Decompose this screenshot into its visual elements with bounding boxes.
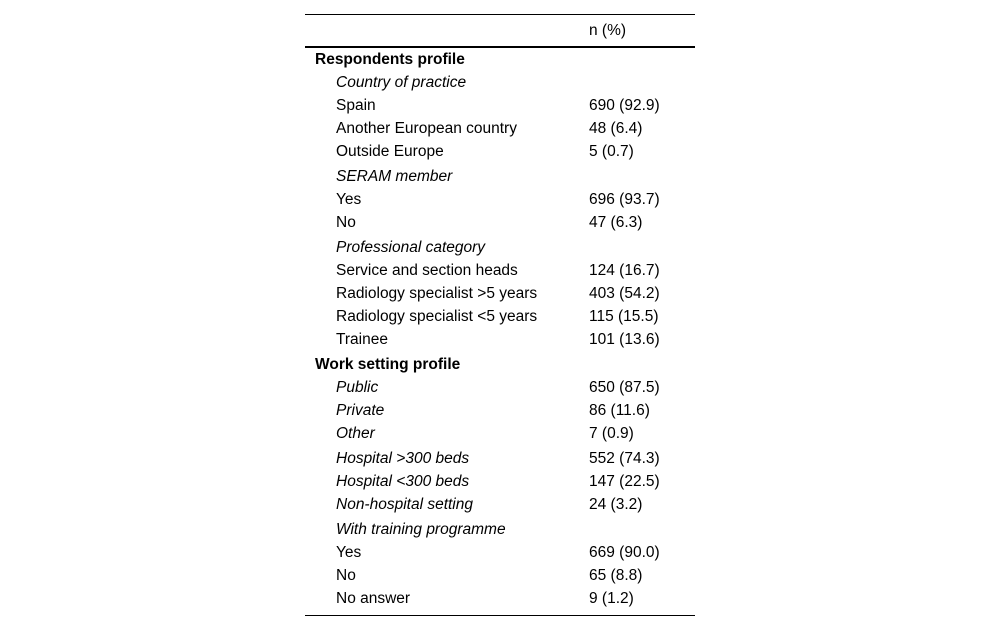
table-row: Trainee 101 (13.6) bbox=[305, 328, 695, 351]
row-value: 552 (74.3) bbox=[589, 450, 660, 467]
row-value: 9 (1.2) bbox=[589, 590, 634, 607]
value-column-header: n (%) bbox=[589, 22, 627, 39]
table-row: With training programme bbox=[305, 518, 695, 541]
table-row: Outside Europe 5 (0.7) bbox=[305, 140, 695, 163]
table-row: Private 86 (11.6) bbox=[305, 399, 695, 422]
row-label: Yes bbox=[336, 544, 362, 561]
row-value: 650 (87.5) bbox=[589, 379, 660, 396]
row-label: Public bbox=[336, 379, 379, 396]
row-label: No bbox=[336, 214, 356, 231]
table-row: Non-hospital setting 24 (3.2) bbox=[305, 493, 695, 516]
row-label: Radiology specialist <5 years bbox=[336, 308, 538, 325]
row-value: 669 (90.0) bbox=[589, 544, 660, 561]
row-value: 24 (3.2) bbox=[589, 496, 643, 513]
table-body: Respondents profile Country of practice Sp… bbox=[305, 48, 695, 610]
row-label: Private bbox=[336, 402, 385, 419]
row-label: Trainee bbox=[336, 331, 388, 348]
row-label: SERAM member bbox=[336, 168, 453, 185]
row-label: Work setting profile bbox=[315, 356, 461, 373]
row-value: 696 (93.7) bbox=[589, 191, 660, 208]
row-label: Professional category bbox=[336, 239, 486, 256]
row-value: 124 (16.7) bbox=[589, 262, 660, 279]
row-value: 5 (0.7) bbox=[589, 143, 634, 160]
row-label: Another European country bbox=[336, 120, 517, 137]
table-row: Hospital >300 beds 552 (74.3) bbox=[305, 447, 695, 470]
table-row: Other 7 (0.9) bbox=[305, 422, 695, 445]
row-label: Service and section heads bbox=[336, 262, 518, 279]
row-label: Hospital >300 beds bbox=[336, 450, 470, 467]
table-row: Professional category bbox=[305, 236, 695, 259]
table-row: Yes 696 (93.7) bbox=[305, 188, 695, 211]
table-row: Spain 690 (92.9) bbox=[305, 94, 695, 117]
table-row: No 65 (8.8) bbox=[305, 564, 695, 587]
row-label: Outside Europe bbox=[336, 143, 444, 160]
row-label: Country of practice bbox=[336, 74, 467, 91]
table-top-rule bbox=[305, 14, 695, 15]
row-value: 65 (8.8) bbox=[589, 567, 643, 584]
row-label: Other bbox=[336, 425, 375, 442]
row-value: 690 (92.9) bbox=[589, 97, 660, 114]
row-label: No bbox=[336, 567, 356, 584]
table-row: Country of practice bbox=[305, 71, 695, 94]
row-value: 101 (13.6) bbox=[589, 331, 660, 348]
row-label: No answer bbox=[336, 590, 411, 607]
row-value: 48 (6.4) bbox=[589, 120, 643, 137]
table-row: No answer 9 (1.2) bbox=[305, 587, 695, 610]
row-value: 403 (54.2) bbox=[589, 285, 660, 302]
row-label: Respondents profile bbox=[315, 51, 465, 68]
respondents-profile-table: n (%) Respondents profile Country of prac… bbox=[305, 14, 695, 616]
row-label: Radiology specialist >5 years bbox=[336, 285, 538, 302]
row-value: 115 (15.5) bbox=[589, 308, 659, 325]
row-value: 147 (22.5) bbox=[589, 473, 660, 490]
row-value: 7 (0.9) bbox=[589, 425, 634, 442]
row-label: Spain bbox=[336, 97, 376, 114]
table-row: Yes 669 (90.0) bbox=[305, 541, 695, 564]
table-row: Respondents profile bbox=[305, 48, 695, 71]
table-row: Service and section heads 124 (16.7) bbox=[305, 259, 695, 282]
table-bottom-rule bbox=[305, 615, 695, 616]
table-row: Public 650 (87.5) bbox=[305, 376, 695, 399]
table-row: Work setting profile bbox=[305, 353, 695, 376]
table-row: Radiology specialist <5 years 115 (15.5) bbox=[305, 305, 695, 328]
table-row: SERAM member bbox=[305, 165, 695, 188]
table-row: Radiology specialist >5 years 403 (54.2) bbox=[305, 282, 695, 305]
row-label: Non-hospital setting bbox=[336, 496, 473, 513]
row-label: With training programme bbox=[336, 521, 506, 538]
table-row: No 47 (6.3) bbox=[305, 211, 695, 234]
row-value: 86 (11.6) bbox=[589, 402, 650, 419]
table-row: Another European country 48 (6.4) bbox=[305, 117, 695, 140]
row-value: 47 (6.3) bbox=[589, 214, 643, 231]
row-label: Yes bbox=[336, 191, 362, 208]
row-label: Hospital <300 beds bbox=[336, 473, 470, 490]
table-header-rule bbox=[305, 46, 695, 48]
table-header-row: n (%) bbox=[305, 15, 695, 46]
table-row: Hospital <300 beds 147 (22.5) bbox=[305, 470, 695, 493]
